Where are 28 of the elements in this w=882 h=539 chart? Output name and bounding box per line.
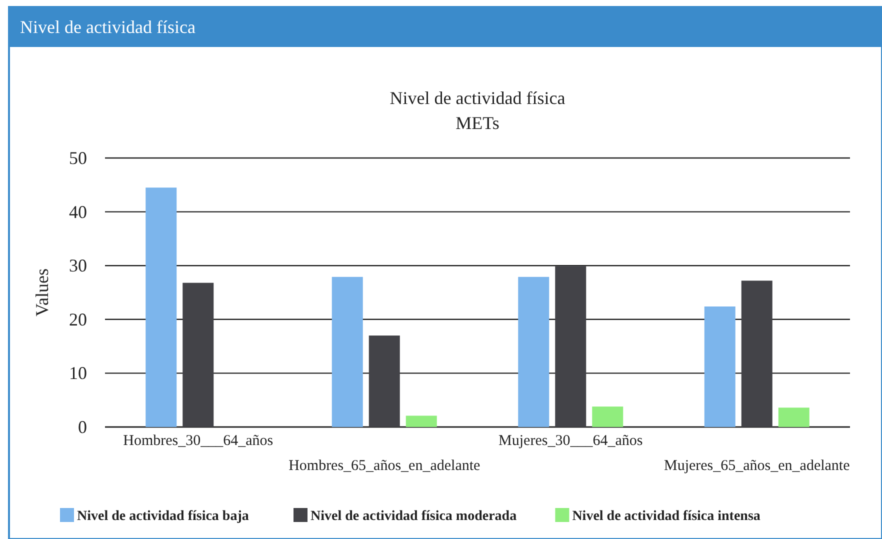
x-tick-label: Mujeres_30___64_años	[498, 433, 643, 449]
y-tick-label: 30	[69, 256, 87, 276]
x-tick-label: Mujeres_65_años_en_adelante	[664, 458, 850, 474]
chart-title: Nivel de actividad física	[390, 88, 566, 108]
legend-label: Nivel de actividad física moderada	[310, 509, 517, 524]
y-tick-label: 20	[69, 309, 87, 330]
bar	[741, 280, 772, 427]
y-tick-label: 10	[69, 363, 87, 384]
x-tick-label: Hombres_65_años_en_adelante	[288, 458, 481, 474]
text: Nivel de actividad física	[20, 17, 196, 37]
bar	[146, 188, 177, 427]
legend-label: Nivel de actividad física baja	[77, 509, 249, 524]
bar	[518, 276, 550, 427]
x-tick-label: Hombres_30___64_años	[123, 433, 274, 449]
bar	[592, 406, 624, 427]
y-axis-title: Values	[32, 268, 52, 316]
bar	[555, 266, 586, 427]
y-tick-label: 0	[78, 417, 87, 437]
bar	[406, 416, 437, 427]
chart-subtitle: METs	[456, 113, 500, 133]
bar	[332, 276, 363, 427]
y-tick-label: 40	[69, 202, 87, 222]
bar	[704, 306, 736, 427]
bar	[368, 336, 400, 427]
bar	[182, 282, 214, 427]
bar	[778, 408, 810, 427]
legend-label: Nivel de actividad física intensa	[572, 509, 760, 524]
y-tick-label: 50	[69, 148, 87, 168]
